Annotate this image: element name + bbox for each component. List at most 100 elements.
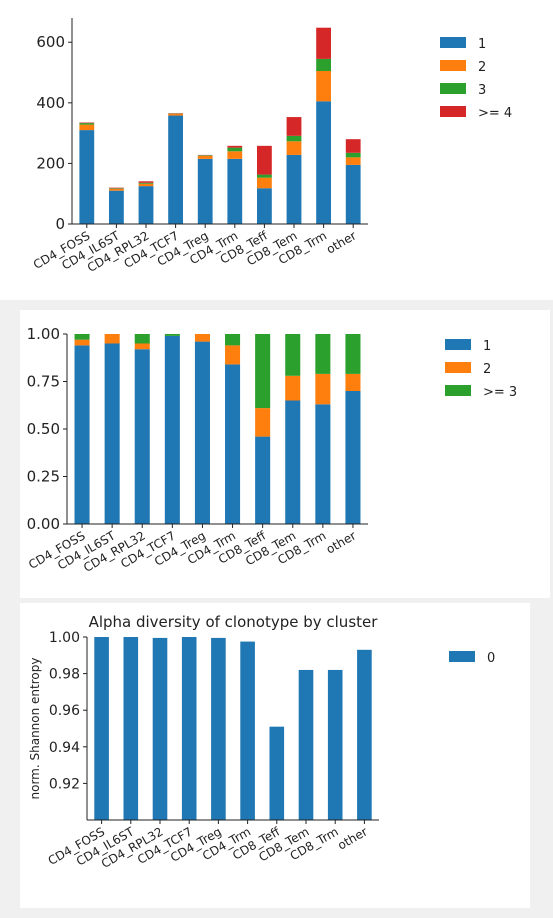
bar-CD4_Treg-series-2	[197, 155, 213, 156]
bar-CD4_Treg-series-0	[197, 158, 213, 224]
x-tick-label: other	[335, 824, 370, 852]
bar-CD4_IL6ST-series-1	[104, 334, 120, 344]
bar-CD4_RPL32-series-2	[138, 182, 154, 184]
bar-CD4_FOSS-series-0	[79, 130, 95, 224]
bar-CD4_Trm-series-0	[227, 158, 243, 224]
y-tick-label: 400	[36, 94, 65, 112]
y-tick-label: 0.50	[27, 420, 60, 438]
bar-other-series-1	[345, 373, 361, 391]
bar-CD8_Trm-series-1	[316, 71, 331, 102]
bar-CD4_TCF7-series-0	[168, 115, 183, 224]
bar-CD8_Trm	[327, 669, 343, 820]
legend-label-1: 2	[478, 60, 486, 75]
bar-CD4_IL6ST-series-3	[109, 187, 124, 189]
clonotype-count-chart: CD4_FOSS CD4_IL6ST CD4_RPL32 CD4_TCF7 CD4_Tr…	[0, 0, 553, 300]
bar-other-series-1	[345, 157, 361, 165]
legend-swatch-1	[445, 362, 471, 373]
bar-CD4_IL6ST	[123, 637, 139, 820]
bar-CD4_TCF7	[181, 637, 197, 820]
legend-swatch-1	[440, 60, 466, 71]
bar-CD8_Trm-series-2	[316, 58, 331, 72]
bar-CD4_Treg-series-1	[194, 334, 210, 342]
bar-CD8_Teff-series-0	[255, 436, 271, 524]
legend-swatch-0	[445, 339, 471, 350]
bar-CD8_Teff-series-1	[257, 177, 272, 189]
bar-other-series-0	[345, 164, 361, 224]
bar-other-series-3	[345, 139, 361, 153]
bar-CD8_Teff-series-0	[257, 188, 272, 224]
bar-CD4_FOSS-series-1	[74, 339, 90, 346]
bar-CD4_IL6ST-series-1	[109, 188, 124, 191]
bar-CD4_Trm-series-1	[225, 345, 241, 365]
legend-swatch-0	[440, 37, 466, 48]
y-tick-label: 0.98	[49, 667, 80, 683]
bar-CD4_RPL32	[152, 637, 168, 820]
bar-CD8_Tem	[298, 669, 314, 820]
legend-label-0: 0	[487, 651, 495, 666]
bar-CD4_Treg-series-1	[197, 155, 213, 159]
clonotype-fraction-chart: CD4_FOSS CD4_IL6ST CD4_RPL32 CD4_TCF7 CD4_Tr…	[20, 310, 550, 598]
y-axis-label: norm. Shannon entropy	[28, 658, 42, 800]
bar-CD8_Trm-series-0	[316, 101, 331, 224]
y-tick-label: 200	[36, 154, 65, 172]
bar-CD4_FOSS-series-2	[74, 334, 90, 340]
bar-CD4_Trm-series-2	[227, 147, 243, 152]
legend-swatch-3	[440, 106, 466, 117]
y-tick-label: 0.92	[49, 776, 80, 792]
x-tick-label: other	[324, 228, 359, 256]
y-tick-label: 1.00	[49, 630, 80, 646]
legend-swatch-2	[445, 385, 471, 396]
bar-CD8_Tem-series-0	[286, 154, 302, 224]
bar-CD8_Tem-series-2	[285, 334, 301, 376]
bar-CD4_RPL32-series-0	[138, 186, 154, 224]
legend-swatch-2	[440, 83, 466, 94]
bar-other-series-2	[345, 152, 361, 158]
bar-CD4_RPL32-series-1	[138, 183, 154, 187]
bar-CD4_TCF7-series-1	[168, 113, 183, 116]
bar-CD4_Treg-series-0	[194, 341, 210, 524]
bar-CD8_Teff	[269, 726, 285, 820]
bar-CD4_Treg	[211, 637, 226, 820]
bar-CD4_FOSS-series-3	[79, 122, 95, 124]
bar-CD4_RPL32-series-2	[134, 334, 150, 344]
y-tick-label: 0.96	[49, 703, 80, 719]
bar-CD4_FOSS	[94, 637, 109, 820]
bar-CD8_Trm-series-0	[315, 404, 331, 524]
bar-CD4_IL6ST-series-0	[109, 190, 124, 224]
bar-other-series-0	[345, 391, 361, 524]
bar-CD4_FOSS-series-0	[74, 345, 90, 524]
y-tick-label: 0.25	[27, 468, 60, 486]
bar-CD8_Teff-series-2	[255, 334, 271, 409]
legend-label-0: 1	[478, 37, 486, 52]
bar-CD4_IL6ST-series-2	[109, 188, 124, 189]
legend-label-3: >= 4	[478, 106, 512, 121]
bar-CD8_Trm-series-2	[315, 334, 331, 374]
y-tick-label: 0.00	[27, 515, 60, 533]
bar-CD8_Trm-series-1	[315, 373, 331, 405]
legend-label-0: 1	[483, 339, 491, 354]
bar-CD8_Tem-series-2	[286, 135, 302, 142]
x-tick-label: other	[324, 528, 359, 556]
chart-title: Alpha diversity of clonotype by cluster	[89, 613, 379, 631]
bar-CD4_RPL32-series-0	[134, 349, 150, 524]
bar-CD8_Tem-series-0	[285, 400, 301, 524]
y-tick-label: 600	[36, 33, 65, 51]
alpha-diversity-svg: Alpha diversity of clonotype by cluster n…	[28, 613, 495, 871]
legend-label-2: 3	[478, 83, 486, 98]
legend-label-1: 2	[483, 362, 491, 377]
bar-CD4_IL6ST-series-0	[104, 343, 120, 524]
bar-CD8_Teff-series-2	[257, 174, 272, 178]
y-tick-label: 0	[55, 215, 65, 233]
legend-swatch-0	[449, 651, 475, 662]
bar-CD4_Trm-series-3	[227, 145, 243, 148]
y-tick-label: 1.00	[27, 325, 60, 343]
bar-CD4_Trm-series-2	[225, 334, 241, 346]
bar-CD4_FOSS-series-1	[79, 124, 95, 131]
bar-CD4_FOSS-series-2	[79, 123, 95, 125]
bar-CD4_Trm-series-1	[227, 151, 243, 159]
bar-CD4_TCF7-series-2	[164, 334, 180, 336]
bar-other	[357, 649, 372, 820]
legend-label-2: >= 3	[483, 385, 517, 400]
y-tick-label: 0.94	[49, 740, 80, 756]
bar-CD8_Teff-series-3	[257, 145, 272, 175]
